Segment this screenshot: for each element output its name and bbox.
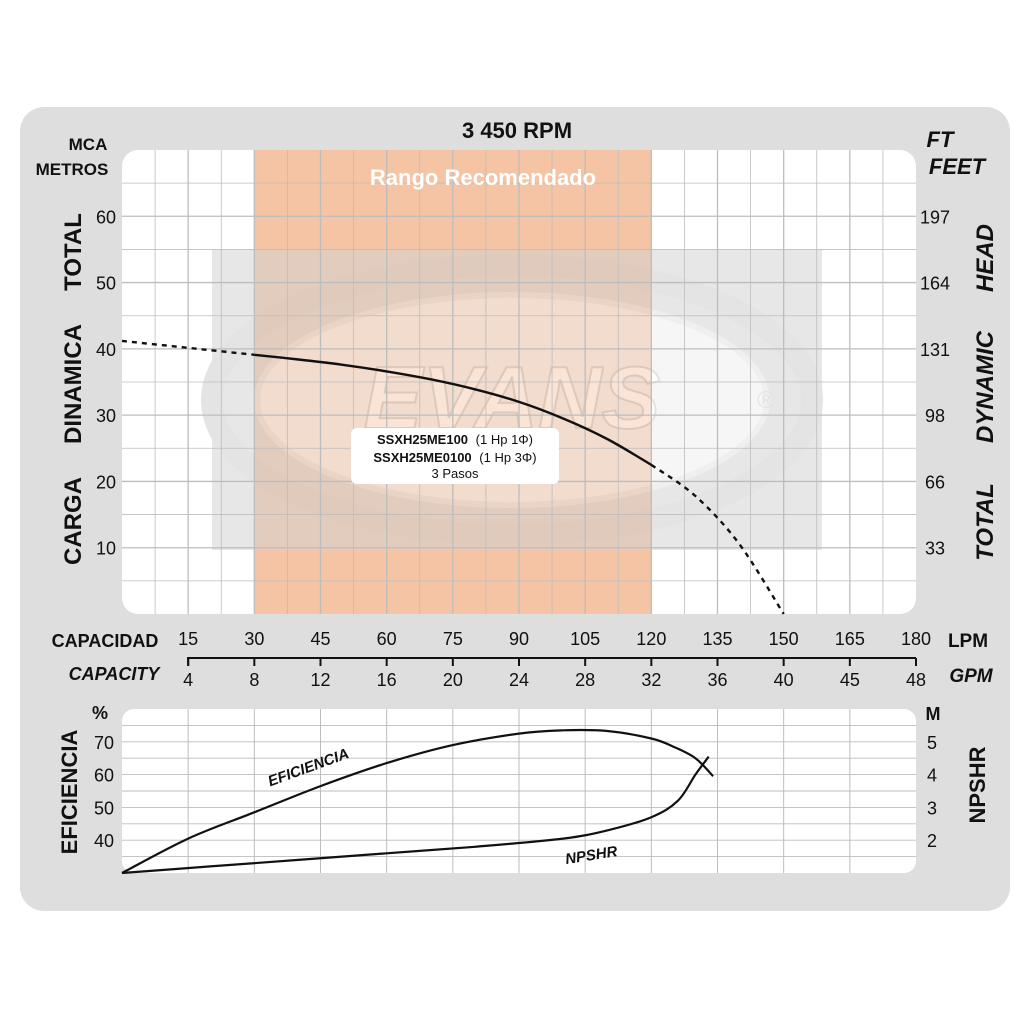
stages-label: 3 Pasos [432, 466, 479, 481]
right-axis-tick-label: 164 [920, 274, 950, 294]
efficiency-tick-label: 50 [94, 798, 114, 818]
right-axis-tick-label: 66 [925, 472, 945, 492]
left-axis-word-total: TOTAL [60, 213, 87, 291]
gpm-tick-label: 4 [183, 670, 193, 690]
lpm-tick-label: 90 [509, 629, 529, 649]
efficiency-curve [121, 728, 714, 874]
gpm-tick-label: 16 [377, 670, 397, 690]
model-label-background [351, 428, 559, 484]
lpm-tick-label: 75 [443, 629, 463, 649]
right-axis-word-head: HEAD [972, 224, 999, 292]
lpm-tick-label: 135 [702, 629, 732, 649]
npshr-tick-label: 4 [927, 766, 937, 786]
model-2-line: SSXH25ME0100 (1 Hp 3Φ) [373, 450, 536, 465]
gpm-tick-label: 8 [249, 670, 259, 690]
lpm-tick-label: 15 [178, 629, 198, 649]
right-axis-word-total: TOTAL [972, 483, 999, 561]
npshr-axis-label: NPSHR [965, 746, 990, 823]
left-axis-tick-label: 50 [96, 274, 116, 294]
band-label: Rango Recomendado [370, 165, 596, 190]
model-1-spec: (1 Hp 1Φ) [476, 432, 533, 447]
right-axis-tick-label: 197 [920, 207, 950, 227]
lpm-tick-label: 180 [901, 629, 931, 649]
lpm-tick-label: 165 [835, 629, 865, 649]
model-1-line: SSXH25ME100 (1 Hp 1Φ) [377, 432, 533, 447]
left-axis-tick-label: 40 [96, 340, 116, 360]
lpm-tick-label: 150 [769, 629, 799, 649]
chart-title: 3 450 RPM [462, 118, 572, 143]
left-unit-2: METROS [36, 160, 109, 179]
left-axis-tick-label: 20 [96, 472, 116, 492]
model-2-name: SSXH25ME0100 [373, 450, 471, 465]
npshr-tick-label: 2 [927, 831, 937, 851]
gpm-tick-label: 32 [641, 670, 661, 690]
left-axis-tick-label: 10 [96, 539, 116, 559]
gpm-tick-label: 36 [707, 670, 727, 690]
left-axis-word-carga: CARGA [60, 477, 87, 565]
left-axis-tick-label: 60 [96, 207, 116, 227]
model-label-box: SSXH25ME100 (1 Hp 1Φ) SSXH25ME0100 (1 Hp… [351, 428, 559, 484]
eff-axis-unit: % [92, 703, 108, 723]
lpm-tick-label: 45 [310, 629, 330, 649]
left-axis-word-dinamica: DINAMICA [60, 324, 87, 444]
gpm-tick-label: 12 [310, 670, 330, 690]
eff-axis-label: EFICIENCIA [57, 730, 82, 855]
gpm-tick-label: 28 [575, 670, 595, 690]
npshr-curve [121, 755, 710, 875]
x-axis-unit-lpm: LPM [948, 631, 988, 652]
head-curve-dashed-low [121, 339, 255, 356]
head-curve-solid [254, 353, 652, 466]
watermark-oval-outer [201, 254, 823, 546]
lpm-tick-label: 105 [570, 629, 600, 649]
right-axis-tick-label: 33 [925, 539, 945, 559]
lpm-tick-label: 30 [244, 629, 264, 649]
x-axis-label-capacity: CAPACITY [69, 664, 162, 684]
watermark-registered-mark: ® [757, 387, 775, 414]
head-curve-dashed-high [650, 463, 785, 615]
lpm-tick-label: 120 [636, 629, 666, 649]
model-1-name: SSXH25ME100 [377, 432, 468, 447]
efficiency-tick-label: 60 [94, 766, 114, 786]
right-axis-tick-label: 131 [920, 340, 950, 360]
gpm-tick-label: 40 [774, 670, 794, 690]
left-unit-1: MCA [69, 135, 108, 154]
model-2-spec: (1 Hp 3Φ) [479, 450, 536, 465]
gpm-tick-label: 20 [443, 670, 463, 690]
gpm-tick-label: 48 [906, 670, 926, 690]
right-unit-2: FEET [929, 154, 987, 179]
right-axis-tick-label: 98 [925, 406, 945, 426]
gpm-tick-label: 24 [509, 670, 529, 690]
lpm-tick-label: 60 [377, 629, 397, 649]
gpm-tick-label: 45 [840, 670, 860, 690]
efficiency-tick-label: 70 [94, 733, 114, 753]
right-unit-1: FT [927, 127, 955, 152]
npshr-tick-label: 5 [927, 733, 937, 753]
npshr-tick-label: 3 [927, 798, 937, 818]
x-axis-unit-gpm: GPM [949, 666, 993, 687]
right-axis-word-dynamic: DYNAMIC [972, 330, 999, 443]
efficiency-tick-label: 40 [94, 831, 114, 851]
left-axis-tick-label: 30 [96, 406, 116, 426]
npshr-axis-unit: M [926, 704, 941, 724]
x-axis-label-capacidad: CAPACIDAD [52, 631, 159, 651]
